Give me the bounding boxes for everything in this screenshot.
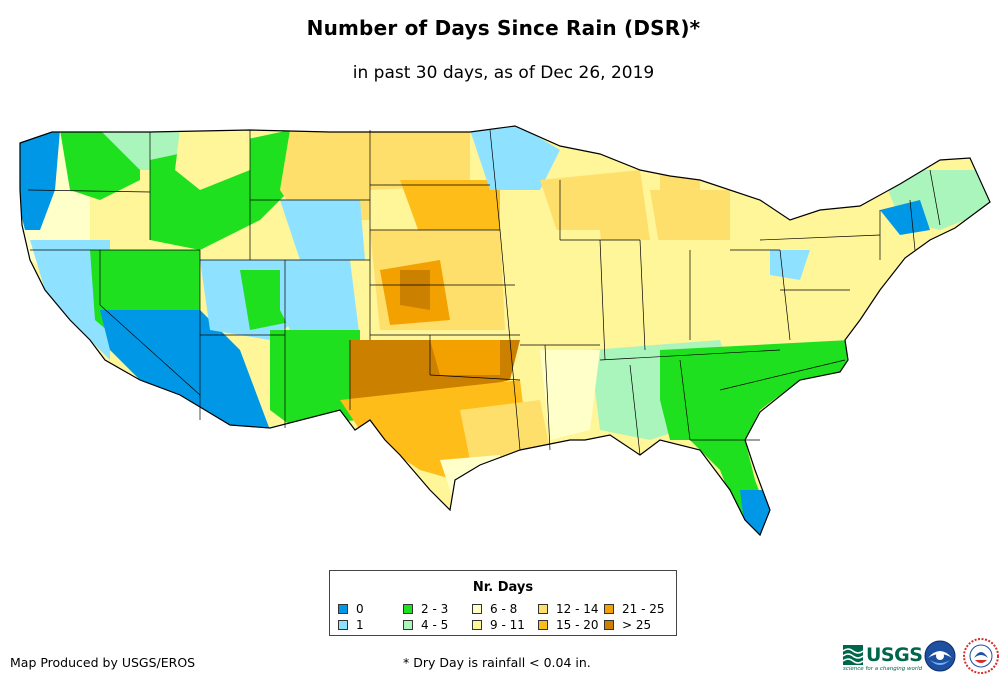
legend-item-9: > 25 [604, 618, 651, 632]
nws-logo [963, 638, 999, 674]
legend-swatch-1 [338, 620, 348, 630]
legend-item-5: 9 - 11 [472, 618, 525, 632]
noaa-logo [924, 640, 956, 672]
legend-item-7: 15 - 20 [538, 618, 599, 632]
legend-label-1: 1 [356, 618, 364, 632]
legend-swatch-2 [403, 604, 413, 614]
legend-swatch-6 [538, 604, 548, 614]
usgs-wordmark: USGS [866, 644, 923, 666]
legend-item-3: 4 - 5 [403, 618, 448, 632]
page-subtitle: in past 30 days, as of Dec 26, 2019 [352, 63, 655, 83]
legend-item-2: 2 - 3 [403, 602, 448, 616]
legend-label-8: 21 - 25 [622, 602, 665, 616]
legend-label-4: 6 - 8 [490, 602, 518, 616]
page-title: Number of Days Since Rain (DSR)* [306, 16, 701, 40]
map-credit: Map Produced by USGS/EROS [10, 655, 196, 670]
legend: Nr. Days 0 1 2 - 3 4 - 5 6 - 8 9 - 11 12… [329, 570, 677, 636]
legend-item-8: 21 - 25 [604, 602, 665, 616]
us-dsr-map [19, 125, 991, 537]
usgs-logo: USGS [843, 643, 923, 667]
legend-label-7: 15 - 20 [556, 618, 599, 632]
legend-item-6: 12 - 14 [538, 602, 599, 616]
legend-item-0: 0 [338, 602, 364, 616]
legend-label-5: 9 - 11 [490, 618, 525, 632]
usgs-wave-icon [843, 645, 863, 665]
legend-label-2: 2 - 3 [421, 602, 449, 616]
legend-item-1: 1 [338, 618, 364, 632]
legend-swatch-3 [403, 620, 413, 630]
legend-title: Nr. Days [472, 580, 534, 595]
legend-item-4: 6 - 8 [472, 602, 517, 616]
legend-swatch-0 [338, 604, 348, 614]
dry-day-footnote: * Dry Day is rainfall < 0.04 in. [403, 655, 591, 670]
legend-swatch-5 [472, 620, 482, 630]
legend-swatch-9 [604, 620, 614, 630]
legend-swatch-7 [538, 620, 548, 630]
usgs-tagline: science for a changing world [843, 666, 923, 672]
legend-label-9: > 25 [622, 618, 652, 632]
legend-swatch-4 [472, 604, 482, 614]
legend-label-0: 0 [356, 602, 364, 616]
legend-swatch-8 [604, 604, 614, 614]
legend-label-3: 4 - 5 [421, 618, 449, 632]
legend-label-6: 12 - 14 [556, 602, 599, 616]
